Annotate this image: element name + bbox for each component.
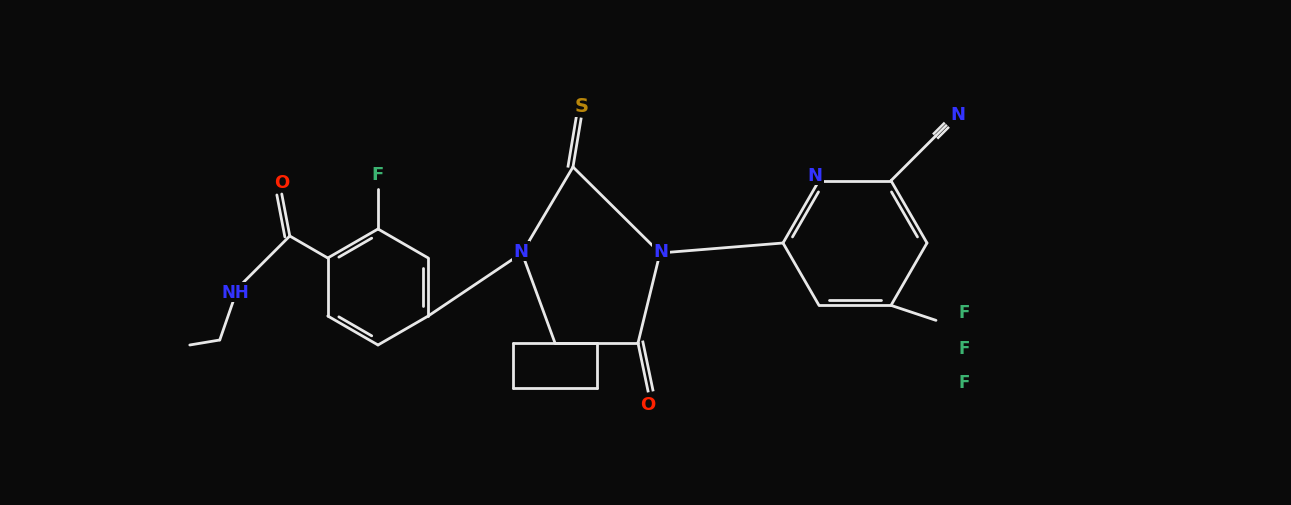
Text: N: N xyxy=(653,242,669,261)
Text: N: N xyxy=(807,166,822,184)
Text: F: F xyxy=(958,304,970,322)
Text: F: F xyxy=(958,374,970,391)
Text: F: F xyxy=(372,166,385,184)
Text: NH: NH xyxy=(222,283,249,301)
Text: O: O xyxy=(640,395,656,413)
Text: S: S xyxy=(574,97,589,116)
Text: O: O xyxy=(274,174,289,191)
Text: N: N xyxy=(950,106,966,123)
Text: N: N xyxy=(514,242,528,261)
Text: F: F xyxy=(958,340,970,358)
